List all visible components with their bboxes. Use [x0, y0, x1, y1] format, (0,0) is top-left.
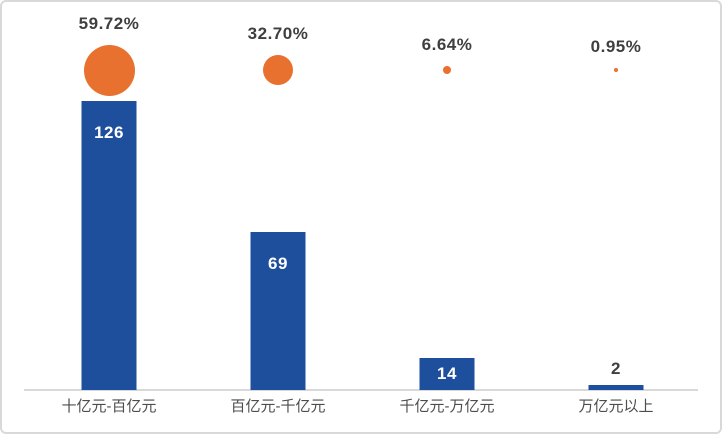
chart-column: 6.64% 14 千亿元-万亿元 [362, 2, 532, 432]
chart-column: 59.72% 126 十亿元-百亿元 [24, 2, 194, 432]
value-bar [250, 232, 306, 390]
percentage-label: 6.64% [421, 35, 473, 54]
percentage-bubble [83, 44, 135, 96]
percentage-label: 0.95% [590, 37, 642, 56]
x-axis-line [24, 389, 698, 391]
value-label: 69 [268, 254, 288, 273]
percentage-bubble [263, 55, 293, 85]
chart-column: 0.95% 2 万亿元以上 [531, 2, 701, 432]
percentage-bubble [614, 68, 618, 72]
percentage-label: 59.72% [78, 13, 140, 33]
chart-column: 32.70% 69 百亿元-千亿元 [193, 2, 363, 432]
value-bar [81, 101, 137, 390]
category-label: 千亿元-万亿元 [399, 398, 495, 415]
percentage-label: 32.70% [247, 24, 309, 43]
category-label: 十亿元-百亿元 [61, 398, 157, 415]
value-bar [419, 358, 475, 390]
value-label: 126 [94, 123, 124, 142]
percentage-bubble [443, 66, 451, 74]
value-label: 2 [611, 359, 621, 378]
value-label: 14 [437, 364, 457, 383]
value-bar [588, 385, 644, 390]
category-label: 万亿元以上 [578, 398, 654, 415]
category-label: 百亿元-千亿元 [230, 398, 326, 415]
